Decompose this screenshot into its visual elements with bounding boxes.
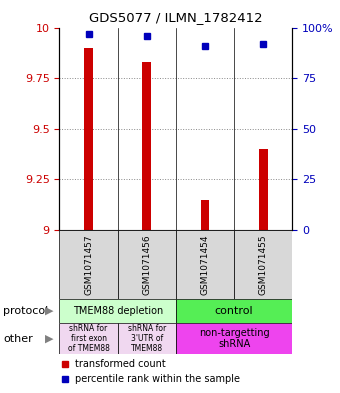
- Text: percentile rank within the sample: percentile rank within the sample: [75, 374, 240, 384]
- Bar: [259, 149, 268, 230]
- Text: control: control: [215, 306, 254, 316]
- Text: GSM1071455: GSM1071455: [259, 234, 268, 295]
- Text: protocol: protocol: [3, 306, 49, 316]
- Text: GSM1071457: GSM1071457: [84, 234, 93, 295]
- Bar: [118, 323, 176, 354]
- Text: non-targetting
shRNA: non-targetting shRNA: [199, 328, 270, 349]
- Bar: [234, 230, 292, 299]
- Text: transformed count: transformed count: [75, 358, 165, 369]
- Bar: [59, 299, 176, 323]
- Text: GSM1071456: GSM1071456: [142, 234, 151, 295]
- Bar: [59, 323, 118, 354]
- Bar: [142, 62, 151, 230]
- Bar: [118, 230, 176, 299]
- Text: GSM1071454: GSM1071454: [201, 234, 209, 294]
- Text: shRNA for
3'UTR of
TMEM88: shRNA for 3'UTR of TMEM88: [128, 324, 166, 353]
- Text: shRNA for
first exon
of TMEM88: shRNA for first exon of TMEM88: [68, 324, 109, 353]
- Text: ▶: ▶: [45, 306, 54, 316]
- Bar: [176, 323, 292, 354]
- Title: GDS5077 / ILMN_1782412: GDS5077 / ILMN_1782412: [89, 11, 263, 24]
- Text: ▶: ▶: [45, 334, 54, 343]
- Bar: [84, 48, 93, 230]
- Text: other: other: [3, 334, 33, 343]
- Bar: [201, 200, 209, 230]
- Bar: [176, 230, 234, 299]
- Bar: [176, 299, 292, 323]
- Text: TMEM88 depletion: TMEM88 depletion: [73, 306, 163, 316]
- Bar: [59, 230, 118, 299]
